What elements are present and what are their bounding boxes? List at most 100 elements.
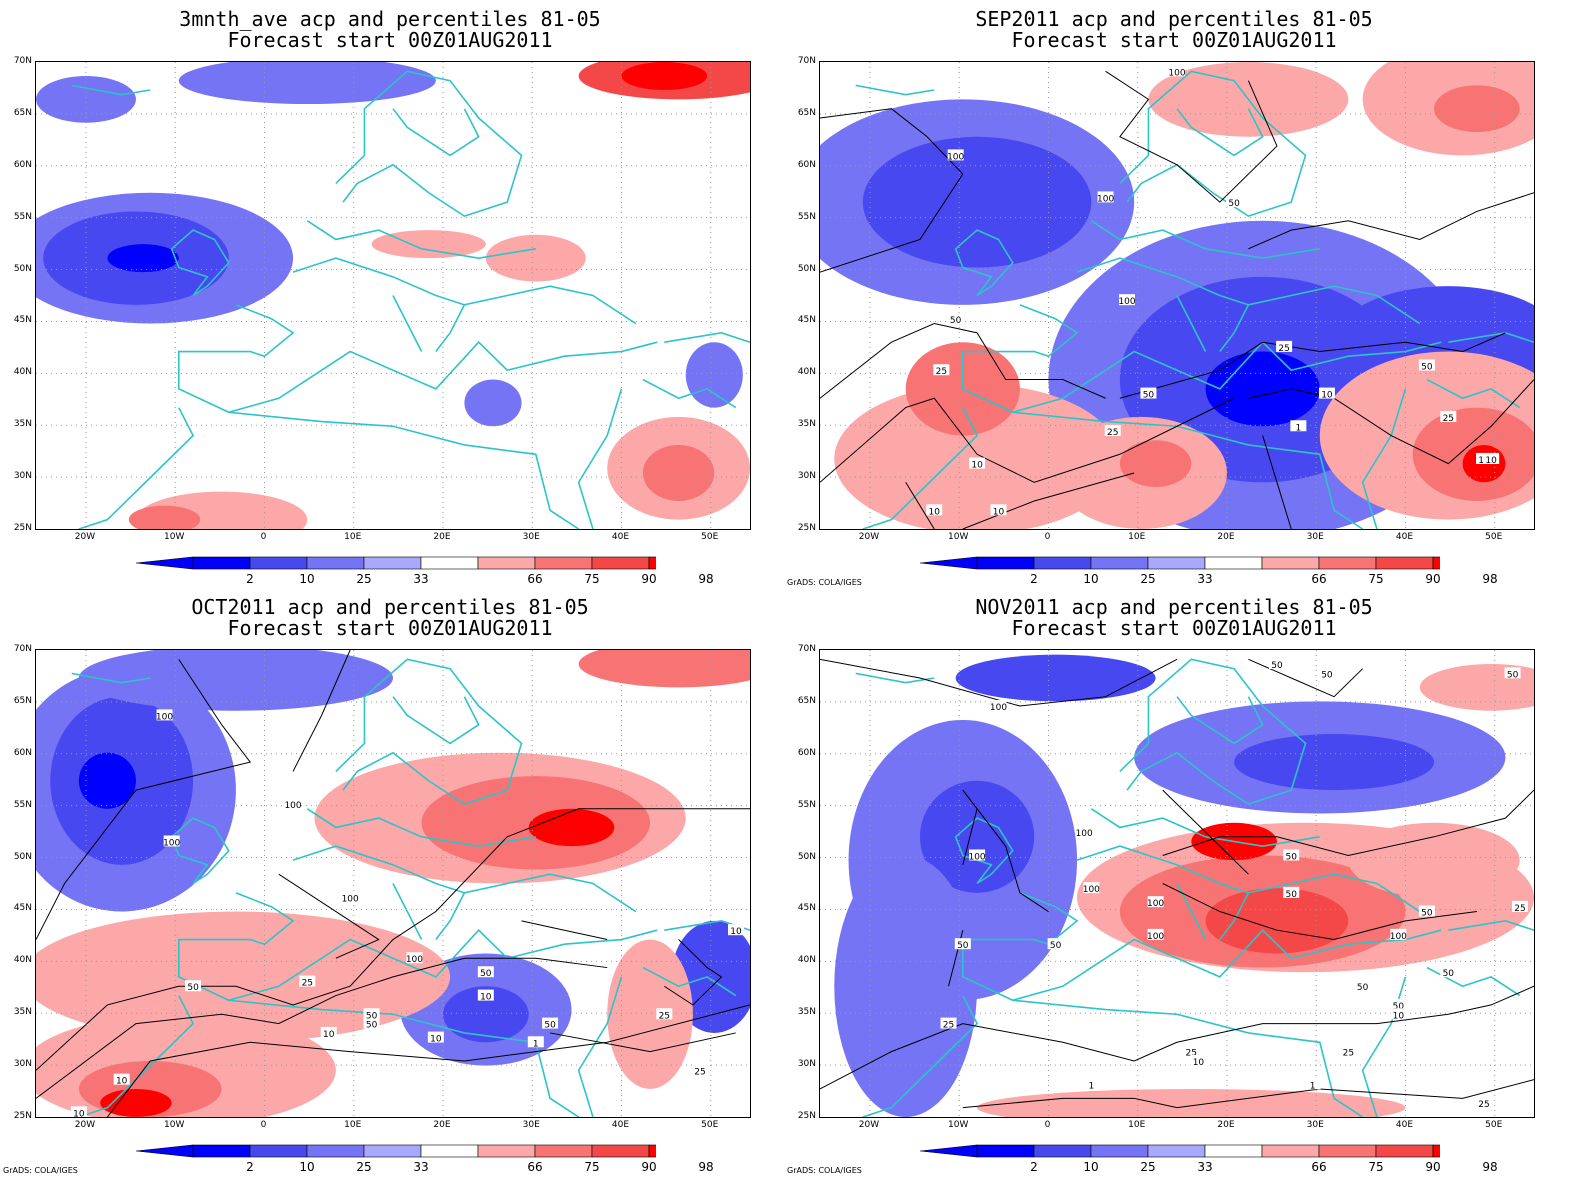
contour-line-4 <box>278 873 380 959</box>
lat-tick-label: 60N <box>797 159 816 170</box>
coastline-5 <box>1176 108 1264 157</box>
lat-tick-label: 25N <box>13 1111 32 1121</box>
percentile-shading-7 <box>578 650 750 688</box>
contour-label-bg <box>954 938 971 950</box>
lon-tick-label: 30E <box>1306 532 1324 542</box>
percentile-shading-14 <box>100 1088 172 1117</box>
lat-tick-label: 65N <box>13 695 32 706</box>
colorbar-label: 90 <box>1425 572 1441 586</box>
contour-line-7 <box>1262 435 1292 529</box>
contour-label: 10 <box>1485 456 1497 466</box>
contour-label-bg <box>1440 966 1457 978</box>
coastline-9 <box>1076 257 1421 325</box>
contour-label-bg <box>1268 658 1285 670</box>
coastline-4 <box>335 70 523 217</box>
colorbar-swatch-red-2 <box>1375 556 1434 570</box>
contour-label: 10 <box>1321 391 1333 401</box>
colorbar-label: 66 <box>527 1160 543 1174</box>
percentile-shading-9 <box>464 379 522 427</box>
coastline-12 <box>306 220 536 259</box>
percentile-shading-2 <box>78 752 136 809</box>
contour-label-bg <box>692 1064 709 1076</box>
contour-label-bg <box>477 989 494 1001</box>
colorbar-arrow-low <box>136 556 194 570</box>
contour-label-bg <box>940 1017 957 1029</box>
colorbar-swatch-blue-3 <box>1147 556 1206 570</box>
contour-label-bg <box>70 1106 87 1117</box>
contour-label-bg <box>1183 1045 1200 1057</box>
contour-label-bg <box>969 849 986 861</box>
coastline-13 <box>71 84 151 96</box>
coastline-9 <box>1076 845 1421 913</box>
contour-line-0 <box>820 108 964 273</box>
contour-label-bg <box>1483 452 1500 464</box>
contour-label: 10 <box>1193 1058 1205 1068</box>
percentile-shading-7 <box>1434 85 1520 133</box>
contour-label-bg <box>163 835 180 847</box>
colorbar-swatch-red-0 <box>477 1144 536 1158</box>
contour-label: 1 <box>1310 1081 1316 1091</box>
contour-label-bg <box>299 975 316 987</box>
colorbar-label: 25 <box>1140 1160 1156 1174</box>
colorbar-label: 75 <box>584 572 600 586</box>
panel-subtitle: Forecast start 00Z01AUG2011 <box>1011 616 1337 640</box>
colorbar: 2 10 25 33 66 75 90 98 <box>136 556 714 588</box>
contour-label-bg <box>947 149 964 161</box>
contour-line-1 <box>1248 658 1363 698</box>
contour-label-bg <box>427 1031 444 1043</box>
map-frame: 100 100 100 100 100 50 50 50 50 25 10 10 10 25 10 50 10 1… <box>35 649 751 1118</box>
contour-label: 50 <box>1443 969 1455 979</box>
map-frame: 1001001001005050251025501012525101010501… <box>819 61 1535 530</box>
contour-label-bg <box>363 1017 380 1029</box>
contour-label: 50 <box>366 1021 378 1031</box>
contour-label: 100 <box>406 955 423 965</box>
lat-tick-label: 70N <box>13 56 32 66</box>
lat-tick-label: 70N <box>13 644 32 654</box>
contour-label: 25 <box>1443 414 1454 424</box>
contour-line-5 <box>1248 379 1534 465</box>
lat-tick-label: 40N <box>13 955 32 966</box>
colorbar-swatch-blue-0 <box>976 1144 1035 1158</box>
contour-label-bg <box>969 457 986 469</box>
coastline-5 <box>1176 696 1264 745</box>
contour-label-bg <box>990 700 1007 712</box>
contour-label: 50 <box>1271 661 1283 671</box>
colorbar-label: 2 <box>246 572 254 586</box>
lon-tick-label: 50E <box>1485 532 1503 542</box>
lon-tick-label: 10E <box>344 532 362 542</box>
contour-line-6 <box>1248 192 1534 250</box>
contour-line-8 <box>905 482 935 529</box>
contour-label-bg <box>1390 998 1407 1010</box>
lon-tick-label: 10W <box>948 1120 969 1130</box>
contour-label-bg <box>1290 420 1307 432</box>
contour-label-bg <box>185 980 202 992</box>
contour-label-bg <box>320 1026 337 1038</box>
colorbar-swatch-red-0 <box>1261 1144 1320 1158</box>
colorbar-label: 33 <box>413 572 429 586</box>
colorbar-label: 25 <box>1140 572 1156 586</box>
lon-tick-label: 20W <box>74 1120 96 1130</box>
colorbar-label: 25 <box>356 1160 372 1174</box>
coastline-4 <box>1119 658 1307 805</box>
lat-tick-label: 50N <box>797 263 816 274</box>
lat-tick-label: 35N <box>797 419 816 430</box>
contour-label: 50 <box>1507 670 1519 680</box>
contour-label-bg <box>477 966 494 978</box>
colorbar-swatch-neutral <box>420 556 479 570</box>
lat-tick-label: 35N <box>13 419 32 430</box>
colorbar-swatch-neutral <box>1204 556 1263 570</box>
contour-line-6 <box>1162 883 1477 941</box>
colorbar-swatch-blue-2 <box>306 1144 365 1158</box>
lon-tick-label: 20E <box>433 1120 451 1130</box>
lat-tick-label: 45N <box>797 903 816 914</box>
coastline-13 <box>855 672 935 684</box>
lat-tick-label: 40N <box>797 955 816 966</box>
contour-label-bg <box>1276 340 1293 352</box>
coastline-0 <box>954 229 1014 297</box>
colorbar: 2 10 25 33 66 75 90 98 <box>920 1144 1498 1176</box>
coastline-0 <box>954 817 1014 885</box>
lon-tick-label: 10W <box>948 532 969 542</box>
contour-label: 50 <box>1421 363 1433 373</box>
coastline-6 <box>664 332 750 343</box>
